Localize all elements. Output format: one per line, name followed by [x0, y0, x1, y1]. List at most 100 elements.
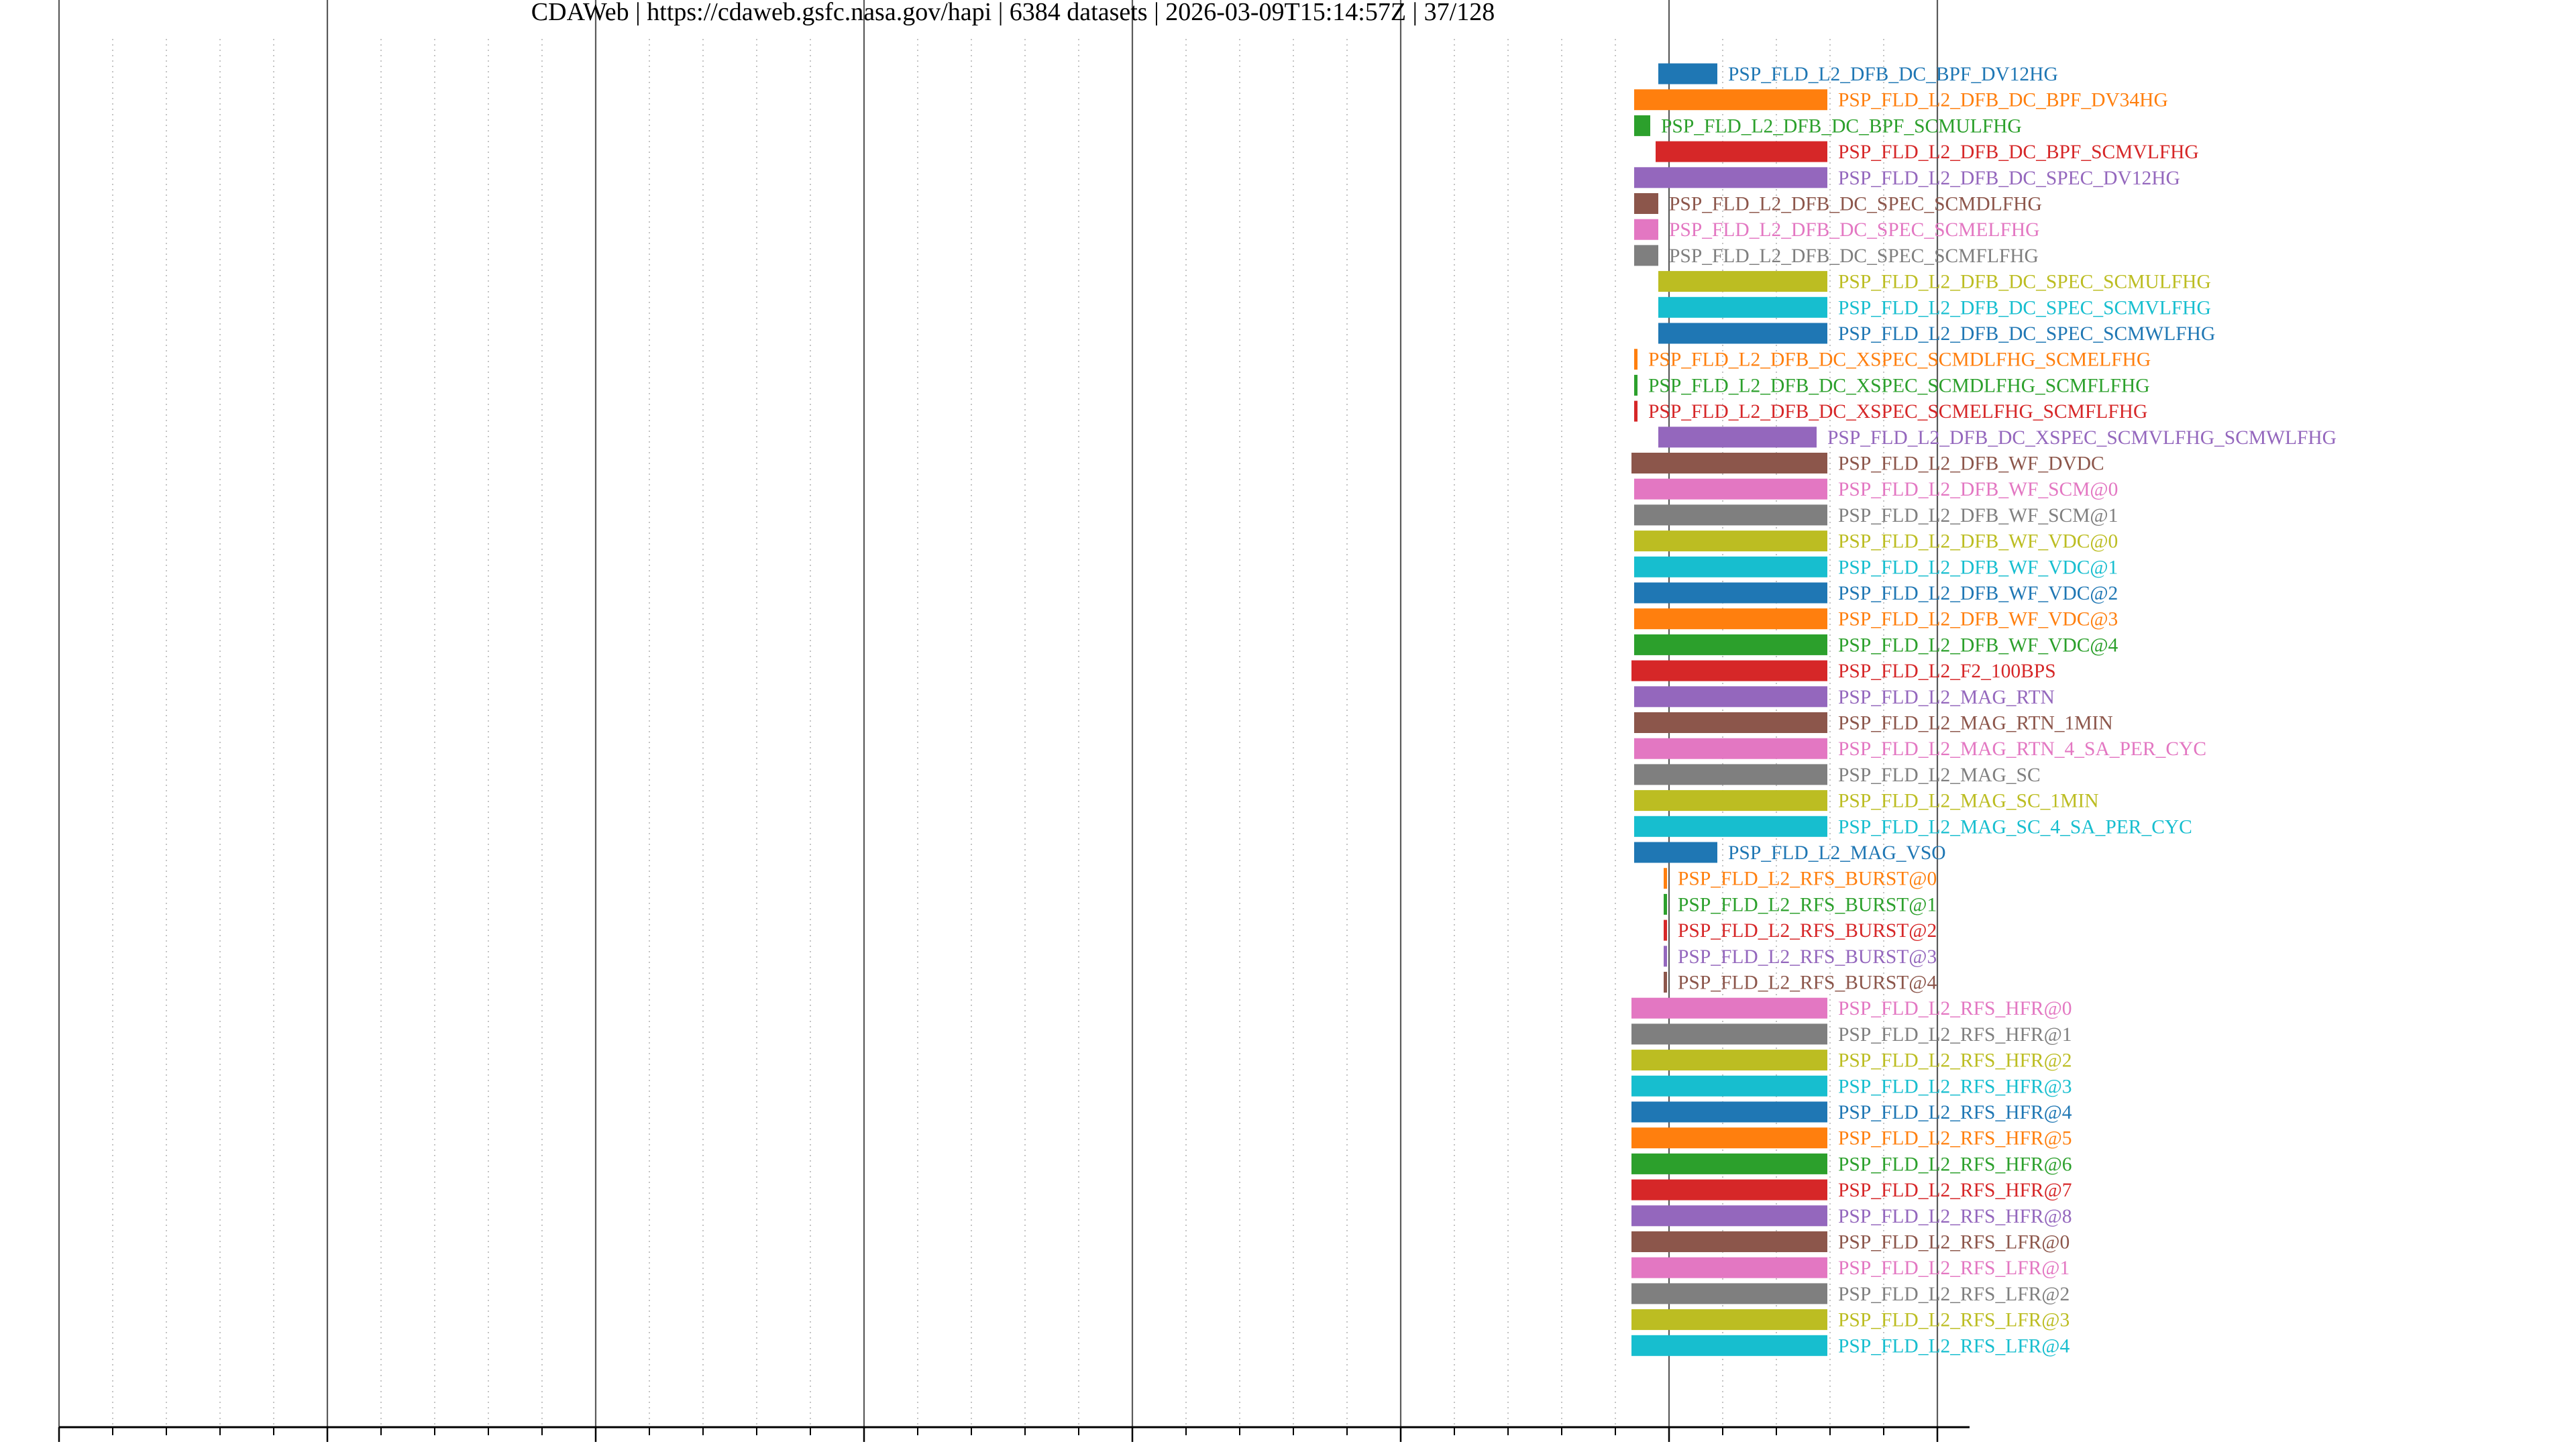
- dataset-bar: [1634, 712, 1827, 733]
- dataset-label: PSP_FLD_L2_DFB_DC_BPF_SCMVLFHG: [1838, 142, 2199, 163]
- dataset-label: PSP_FLD_L2_DFB_WF_VDC@1: [1838, 557, 2118, 578]
- dataset-label: PSP_FLD_L2_DFB_DC_BPF_DV34HG: [1838, 90, 2168, 111]
- dataset-label: PSP_FLD_L2_MAG_SC_4_SA_PER_CYC: [1838, 816, 2192, 838]
- dataset-bar: [1658, 323, 1827, 344]
- dataset-label: PSP_FLD_L2_RFS_BURST@4: [1678, 972, 1937, 994]
- dataset-bar: [1658, 427, 1817, 448]
- dataset-label: PSP_FLD_L2_DFB_DC_SPEC_SCMVLFHG: [1838, 297, 2211, 319]
- dataset-bar: [1631, 1153, 1827, 1174]
- dataset-bar: [1631, 1283, 1827, 1304]
- dataset-label: PSP_FLD_L2_RFS_HFR@1: [1838, 1024, 2072, 1046]
- dataset-label: PSP_FLD_L2_RFS_HFR@0: [1838, 998, 2072, 1019]
- dataset-bar: [1658, 271, 1827, 292]
- grid-layer: [58, 0, 1939, 1427]
- dataset-bar: [1634, 89, 1827, 111]
- dataset-label: PSP_FLD_L2_DFB_DC_XSPEC_SCMELFHG_SCMFLFH…: [1648, 401, 2147, 423]
- dataset-label: PSP_FLD_L2_DFB_DC_XSPEC_SCMDLFHG_SCMFLFH…: [1648, 375, 2150, 396]
- dataset-label: PSP_FLD_L2_RFS_HFR@8: [1838, 1206, 2072, 1227]
- dataset-label: PSP_FLD_L2_DFB_WF_VDC@0: [1838, 531, 2118, 553]
- dataset-bar: [1664, 972, 1667, 993]
- dataset-label: PSP_FLD_L2_MAG_VSO: [1728, 842, 1946, 864]
- x-tick-label: 2010: [1377, 1446, 1425, 1449]
- dataset-label: PSP_FLD_L2_DFB_DC_SPEC_SCMELFHG: [1669, 219, 2039, 241]
- x-tick-label: 1960: [35, 1446, 83, 1449]
- dataset-bar: [1664, 946, 1667, 967]
- dataset-bar: [1658, 296, 1827, 318]
- x-axis: 1960 1970 1980 1990 2000 2010 2020 2030: [35, 1426, 1970, 1452]
- x-tick-label: 1990: [840, 1446, 888, 1449]
- dataset-bar: [1634, 167, 1827, 188]
- dataset-label: PSP_FLD_L2_RFS_LFR@4: [1838, 1335, 2070, 1357]
- dataset-label: PSP_FLD_L2_DFB_DC_XSPEC_SCMVLFHG_SCMWLFH…: [1827, 427, 2337, 449]
- dataset-bar: [1634, 530, 1827, 552]
- dataset-bar: [1631, 1050, 1827, 1071]
- dataset-bar: [1634, 115, 1650, 136]
- x-tick-label: 1970: [303, 1446, 352, 1449]
- dataset-label: PSP_FLD_L2_RFS_BURST@3: [1678, 946, 1937, 968]
- dataset-label: PSP_FLD_L2_F2_100BPS: [1838, 661, 2056, 682]
- dataset-bar: [1634, 738, 1827, 759]
- dataset-bar: [1634, 582, 1827, 604]
- dataset-bar: [1634, 816, 1827, 837]
- dataset-bar: [1634, 374, 1638, 396]
- dataset-bar: [1631, 453, 1827, 473]
- dataset-label: PSP_FLD_L2_MAG_RTN_1MIN: [1838, 713, 2113, 734]
- dataset-label: PSP_FLD_L2_MAG_RTN: [1838, 687, 2055, 708]
- dataset-label: PSP_FLD_L2_DFB_WF_VDC@2: [1838, 583, 2118, 604]
- dataset-bar: [1631, 1257, 1827, 1278]
- x-tick-label: 2020: [1645, 1446, 1693, 1449]
- dataset-bars: [1631, 63, 1827, 1356]
- dataset-label: PSP_FLD_L2_RFS_BURST@1: [1678, 894, 1937, 915]
- dataset-label: PSP_FLD_L2_RFS_HFR@4: [1838, 1102, 2072, 1123]
- dataset-bar: [1634, 349, 1638, 370]
- dataset-bar: [1634, 556, 1827, 577]
- dataset-label: PSP_FLD_L2_DFB_WF_VDC@4: [1838, 634, 2118, 656]
- dataset-label: PSP_FLD_L2_DFB_DC_SPEC_SCMDLFHG: [1669, 194, 2042, 215]
- dataset-bar: [1658, 63, 1717, 85]
- dataset-bar: [1631, 1179, 1827, 1200]
- dataset-label: PSP_FLD_L2_DFB_DC_SPEC_DV12HG: [1838, 168, 2180, 189]
- dataset-label: PSP_FLD_L2_DFB_DC_BPF_DV12HG: [1728, 64, 2058, 85]
- dataset-bar: [1634, 400, 1638, 422]
- dataset-label: PSP_FLD_L2_DFB_WF_SCM@1: [1838, 505, 2118, 526]
- dataset-label: PSP_FLD_L2_RFS_HFR@7: [1838, 1180, 2072, 1201]
- dataset-label: PSP_FLD_L2_DFB_DC_SPEC_SCMULFHG: [1838, 272, 2211, 293]
- dataset-bar: [1656, 141, 1827, 162]
- dataset-bar: [1631, 1101, 1827, 1123]
- dataset-bar: [1631, 1335, 1827, 1356]
- dataset-bar: [1634, 842, 1717, 863]
- dataset-bar: [1664, 893, 1667, 915]
- dataset-label: PSP_FLD_L2_RFS_LFR@3: [1838, 1310, 2070, 1331]
- dataset-bar: [1631, 660, 1827, 681]
- dataset-bar: [1664, 919, 1667, 941]
- dataset-bar: [1631, 1075, 1827, 1097]
- dataset-label: PSP_FLD_L2_RFS_LFR@1: [1838, 1258, 2070, 1279]
- dataset-bar: [1634, 608, 1827, 630]
- dataset-label: PSP_FLD_L2_RFS_HFR@3: [1838, 1076, 2072, 1097]
- dataset-bar: [1634, 764, 1827, 785]
- x-tick-label: 1980: [572, 1446, 620, 1449]
- dataset-label: PSP_FLD_L2_DFB_DC_BPF_SCMULFHG: [1661, 115, 2022, 137]
- dataset-bar: [1634, 478, 1827, 500]
- dataset-bar: [1634, 790, 1827, 812]
- dataset-label: PSP_FLD_L2_MAG_SC: [1838, 765, 2041, 786]
- dataset-label: PSP_FLD_L2_RFS_LFR@2: [1838, 1284, 2070, 1305]
- dataset-label: PSP_FLD_L2_MAG_RTN_4_SA_PER_CYC: [1838, 738, 2206, 760]
- dataset-bar: [1634, 686, 1827, 708]
- dataset-label: PSP_FLD_L2_DFB_WF_VDC@3: [1838, 609, 2118, 630]
- dataset-bar: [1634, 634, 1827, 655]
- dataset-bar: [1664, 868, 1667, 889]
- dataset-bar: [1631, 997, 1827, 1019]
- dataset-bar: [1631, 1205, 1827, 1227]
- dataset-label: PSP_FLD_L2_MAG_SC_1MIN: [1838, 791, 2099, 812]
- x-tick-label: 2000: [1108, 1446, 1157, 1449]
- dataset-labels: PSP_FLD_L2_DFB_DC_BPF_DV12HG PSP_FLD_L2_D…: [1648, 64, 2337, 1357]
- dataset-bar: [1631, 1309, 1827, 1331]
- dataset-label: PSP_FLD_L2_DFB_DC_XSPEC_SCMDLFHG_SCMELFH…: [1648, 349, 2151, 371]
- dataset-label: PSP_FLD_L2_DFB_DC_SPEC_SCMFLFHG: [1669, 245, 2039, 267]
- dataset-label: PSP_FLD_L2_DFB_WF_SCM@0: [1838, 479, 2118, 500]
- dataset-label: PSP_FLD_L2_RFS_HFR@6: [1838, 1154, 2072, 1175]
- dataset-label: PSP_FLD_L2_RFS_HFR@2: [1838, 1050, 2072, 1072]
